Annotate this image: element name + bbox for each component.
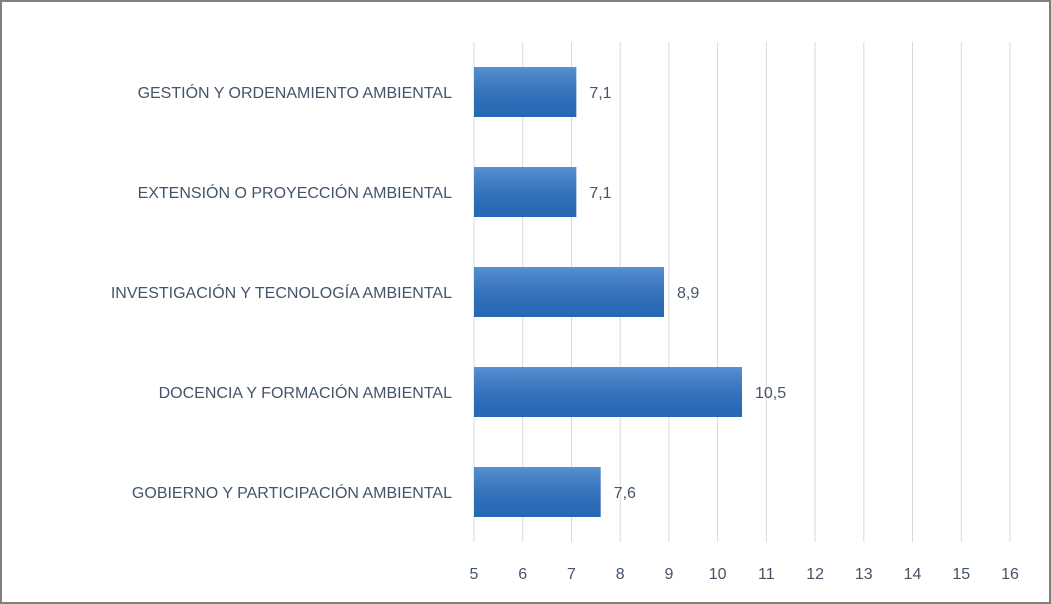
x-tick-label: 12 <box>806 566 824 583</box>
x-tick-label: 6 <box>518 566 527 583</box>
grid <box>473 42 1011 542</box>
value-label: 10,5 <box>755 385 786 402</box>
bar-shine <box>474 267 665 317</box>
x-tick-label: 15 <box>952 566 970 583</box>
x-tick-label: 5 <box>470 566 479 583</box>
value-label: 7,1 <box>589 185 611 202</box>
x-tick-label: 10 <box>709 566 727 583</box>
x-tick-label: 7 <box>567 566 576 583</box>
marks <box>474 67 742 517</box>
x-tick-label: 16 <box>1001 566 1019 583</box>
y-tick-label: INVESTIGACIÓN Y TECNOLOGÍA AMBIENTAL <box>111 283 452 302</box>
y-tick-label: DOCENCIA Y FORMACIÓN AMBIENTAL <box>159 383 452 402</box>
value-label: 7,6 <box>614 485 636 502</box>
bar-shine <box>474 467 601 517</box>
value-label: 8,9 <box>677 285 699 302</box>
value-label: 7,1 <box>589 85 611 102</box>
y-tick-label: GESTIÓN Y ORDENAMIENTO AMBIENTAL <box>138 83 453 102</box>
x-tick-label: 13 <box>855 566 873 583</box>
x-tick-label: 8 <box>616 566 625 583</box>
y-tick-label: GOBIERNO Y PARTICIPACIÓN AMBIENTAL <box>132 483 452 502</box>
bar-shine <box>474 67 577 117</box>
y-tick-label: EXTENSIÓN O PROYECCIÓN AMBIENTAL <box>138 183 453 202</box>
x-tick-label: 11 <box>758 566 775 583</box>
bar-shine <box>474 167 577 217</box>
x-tick-label: 14 <box>904 566 922 583</box>
bar-shine <box>474 367 742 417</box>
x-tick-label: 9 <box>664 566 673 583</box>
